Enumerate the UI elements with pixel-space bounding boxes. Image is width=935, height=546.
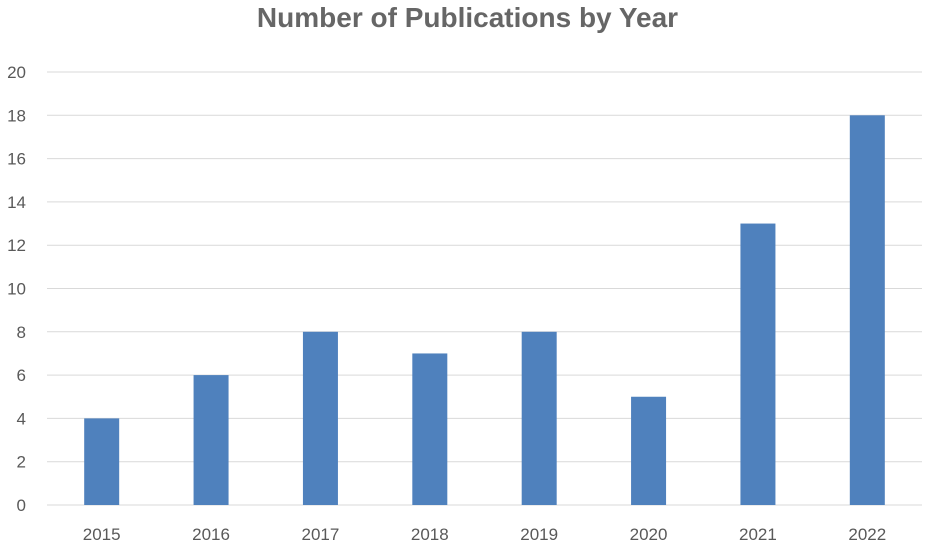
x-tick-label: 2017: [302, 525, 340, 544]
y-tick-label: 4: [17, 409, 26, 428]
bar-2020: [631, 396, 667, 505]
y-tick-label: 6: [17, 366, 26, 385]
y-tick-label: 18: [7, 106, 26, 125]
x-tick-label: 2021: [739, 525, 777, 544]
x-tick-label: 2018: [411, 525, 449, 544]
bar-2022: [849, 115, 885, 506]
y-tick-label: 20: [7, 63, 26, 82]
bar-2021: [740, 223, 776, 506]
y-tick-label: 10: [7, 280, 26, 299]
y-tick-label: 0: [17, 496, 26, 515]
chart-title: Number of Publications by Year: [256, 2, 679, 33]
bar-2017: [302, 331, 338, 505]
x-tick-label: 2015: [83, 525, 121, 544]
bar-2018: [412, 353, 448, 505]
bar-2016: [193, 375, 229, 505]
y-tick-label: 16: [7, 150, 26, 169]
x-tick-label: 2020: [630, 525, 668, 544]
y-tick-label: 14: [7, 193, 26, 212]
bar-2015: [84, 418, 120, 505]
x-tick-label: 2019: [520, 525, 558, 544]
y-tick-label: 2: [17, 453, 26, 472]
y-tick-label: 8: [17, 323, 26, 342]
y-tick-label: 12: [7, 236, 26, 255]
x-tick-label: 2022: [848, 525, 886, 544]
bar-2019: [521, 331, 557, 505]
x-tick-label: 2016: [192, 525, 230, 544]
